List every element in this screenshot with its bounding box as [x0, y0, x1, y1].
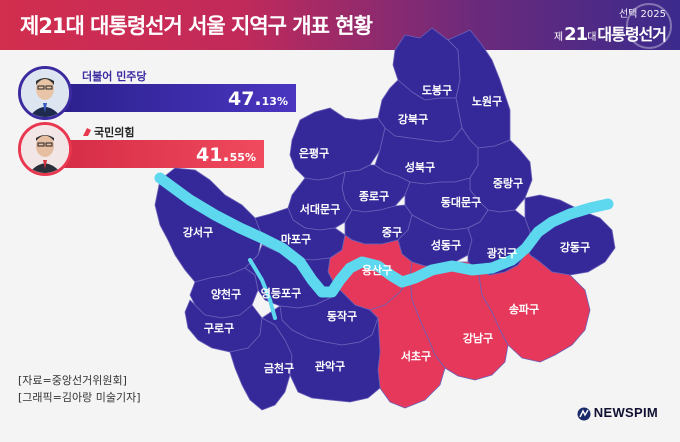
- person-icon: [21, 125, 69, 173]
- district-label: 성북구: [405, 160, 435, 174]
- tributary-river: [248, 258, 277, 320]
- district-gwanak[interactable]: [261, 305, 381, 403]
- district-label: 은평구: [299, 146, 329, 160]
- source-credits: [자료=중앙선거위원회] [그래픽=김아랑 미술기자]: [18, 372, 141, 406]
- newspim-logo: NEWSPIM: [577, 405, 658, 421]
- district-label: 구로구: [204, 322, 234, 335]
- election-logo: 선택 2025 제 21대 대통령선거: [553, 5, 667, 45]
- vote-share-bar: 47.13%: [46, 84, 296, 112]
- district-label: 동대문구: [441, 195, 481, 209]
- district-label: 서대문구: [300, 202, 340, 216]
- district-label: 강북구: [398, 112, 428, 126]
- party-logo-icon: [83, 128, 91, 136]
- header-banner: 제21대 대통령선거 서울 지역구 개표 현황 선택 2025 제 21대 대통령선…: [0, 0, 680, 50]
- newspim-mark-icon: [577, 407, 591, 421]
- vote-share-bar: 41.55%: [46, 140, 264, 168]
- party-name: 더불어 민주당: [82, 70, 147, 83]
- person-icon: [21, 69, 69, 117]
- district-label: 용산구: [362, 263, 392, 277]
- candidate-photo: [18, 66, 72, 120]
- han-river: [154, 172, 614, 298]
- district-label: 양천구: [211, 287, 241, 301]
- district-label: 중구: [382, 226, 402, 239]
- district-label: 노원구: [472, 94, 502, 108]
- candidate-ppp: 41.55% 국민의힘: [18, 122, 275, 176]
- district-label: 강서구: [183, 225, 213, 239]
- logo-top-text: 선택 2025: [618, 9, 666, 20]
- page-title: 제21대 대통령선거 서울 지역구 개표 현황: [20, 14, 373, 38]
- logo-main-text: 제 21대 대통령선거: [553, 24, 667, 45]
- district-label: 강남구: [463, 331, 493, 345]
- district-label: 영등포구: [261, 287, 301, 300]
- district-label: 중랑구: [493, 177, 523, 190]
- candidate-democratic: 47.13% 더불어 민주당: [18, 66, 296, 120]
- district-label: 종로구: [359, 190, 389, 203]
- vote-share-percent: 47.13%: [227, 88, 288, 110]
- district-label: 강동구: [560, 240, 590, 254]
- source-data: [자료=중앙선거위원회]: [18, 374, 127, 387]
- source-graphic: [그래픽=김아랑 미술기자]: [18, 391, 141, 404]
- district-seodaemun[interactable]: [287, 171, 353, 231]
- district-label: 성동구: [431, 238, 461, 252]
- district-label: 광진구: [487, 246, 517, 260]
- district-label: 도봉구: [422, 84, 452, 97]
- logo-ring-icon: [626, 3, 672, 49]
- district-label: 금천구: [264, 361, 294, 375]
- district-label: 서초구: [401, 349, 431, 363]
- district-label: 송파구: [509, 302, 539, 316]
- vote-share-percent: 41.55%: [195, 144, 256, 166]
- candidate-photo: [18, 122, 72, 176]
- district-label: 동작구: [327, 309, 357, 323]
- party-name: 국민의힘: [82, 124, 134, 140]
- district-label: 마포구: [281, 232, 311, 246]
- district-label: 관악구: [315, 359, 345, 373]
